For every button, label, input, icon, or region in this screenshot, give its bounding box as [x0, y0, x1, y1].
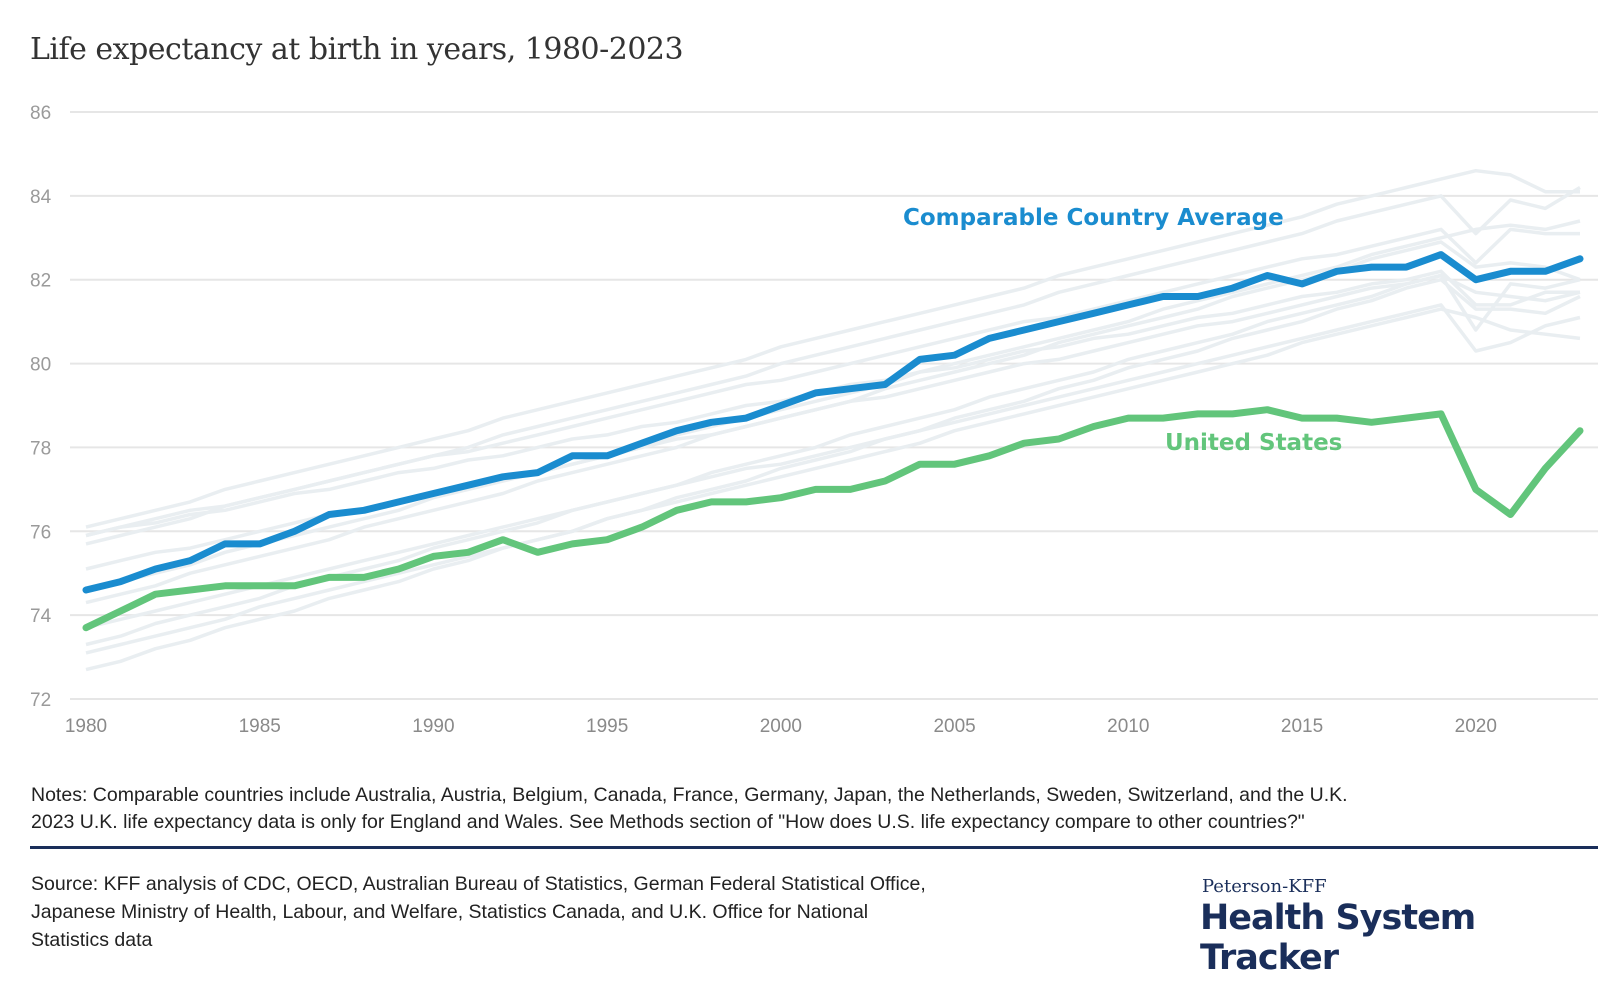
- y-tick-label: 76: [30, 522, 51, 543]
- line-chart: 72 74 76 78 80 82 84 86 1980 1985 1990 1995 2000 200…: [30, 103, 1598, 737]
- country-line: [85, 307, 1581, 655]
- country-line: [85, 303, 1581, 630]
- x-tick-label: 1980: [65, 716, 107, 737]
- country-line: [85, 219, 1581, 592]
- notes-line: Notes: Comparable countries include Aust…: [31, 784, 1348, 806]
- chart-title: Life expectancy at birth in years, 1980-…: [30, 32, 684, 67]
- country-line: [85, 277, 1581, 672]
- notes: Notes: Comparable countries include Aust…: [31, 782, 1348, 836]
- x-tick-label: 2000: [760, 716, 802, 737]
- gridlines: [70, 111, 1598, 700]
- logo-health-system-tracker: Health System Tracker: [1200, 898, 1476, 978]
- notes-line: 2023 U.K. life expectancy data is only f…: [31, 811, 1305, 833]
- source-line: Statistics data: [31, 929, 153, 951]
- comparable-average-line: [82, 251, 1584, 594]
- y-tick-label: 86: [30, 103, 51, 124]
- y-tick-label: 72: [30, 690, 51, 711]
- united-states-line: [82, 406, 1584, 632]
- source-line: Japanese Ministry of Health, Labour, and…: [31, 901, 869, 923]
- divider: [30, 846, 1598, 849]
- annotation-comparable-average: Comparable Country Average: [903, 205, 1284, 231]
- country-line: [85, 227, 1580, 538]
- x-tick-label: 1985: [239, 716, 281, 737]
- y-tick-label: 80: [30, 355, 51, 376]
- source: Source: KFF analysis of CDC, OECD, Austr…: [31, 870, 1111, 954]
- y-axis-ticks: 72 74 76 78 80 82 84 86: [30, 103, 52, 711]
- x-tick-label: 1990: [412, 716, 454, 737]
- country-line: [85, 269, 1580, 538]
- x-tick-label: 2010: [1107, 716, 1149, 737]
- y-tick-label: 74: [30, 606, 52, 627]
- x-axis-ticks: 1980 1985 1990 1995 2000 2005 2010 2015 2020: [65, 716, 1497, 737]
- y-tick-label: 82: [30, 271, 51, 292]
- x-tick-label: 2005: [933, 716, 975, 737]
- x-tick-label: 1995: [586, 716, 628, 737]
- y-tick-label: 78: [30, 438, 51, 459]
- source-line: Source: KFF analysis of CDC, OECD, Austr…: [31, 873, 926, 895]
- x-tick-label: 2015: [1281, 716, 1323, 737]
- country-line: [85, 168, 1580, 529]
- annotation-united-states: United States: [1165, 430, 1342, 456]
- highlight-lines: [82, 251, 1584, 632]
- y-tick-label: 84: [30, 187, 52, 208]
- x-tick-label: 2020: [1455, 716, 1497, 737]
- logo-peterson-kff: Peterson-KFF: [1202, 876, 1327, 897]
